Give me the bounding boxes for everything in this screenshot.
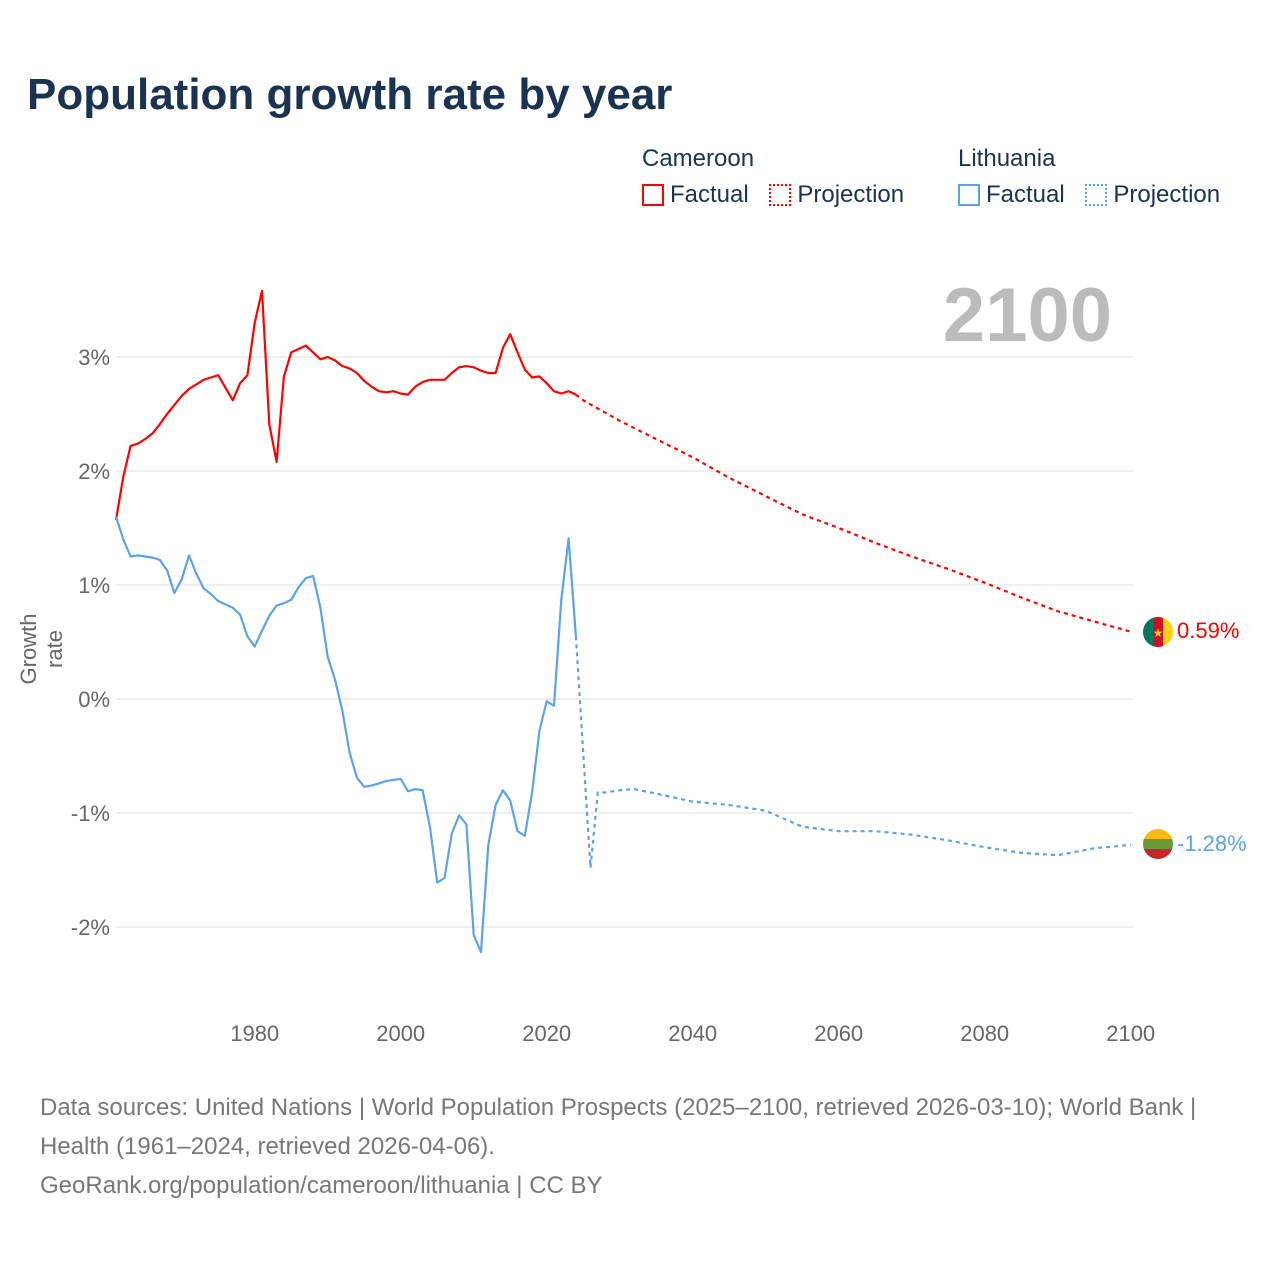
dotted-swatch-icon xyxy=(1085,184,1108,206)
data-sources: Data sources: United Nations | World Pop… xyxy=(40,1094,1197,1160)
lithuania-end-label: -1.28% xyxy=(1177,831,1247,856)
x-tick-label: 2020 xyxy=(522,1021,571,1046)
cameroon-flag-icon: ★ xyxy=(1143,617,1173,647)
legend-label: Factual xyxy=(670,181,749,208)
y-tick-label: 3% xyxy=(78,345,110,370)
y-tick-label: 0% xyxy=(78,687,110,712)
legend-label: Projection xyxy=(1113,181,1221,208)
current-year-label: 2100 xyxy=(942,273,1112,358)
solid-swatch-icon xyxy=(642,184,664,206)
lithuania-flag-icon xyxy=(1143,829,1173,859)
y-tick-label: 2% xyxy=(78,459,110,484)
x-tick-label: 2100 xyxy=(1106,1021,1155,1046)
chart-plot: 3% 2% 1% 0% -1% -2% 1980 2000 2020 2040 2060 2080 21… xyxy=(71,289,1173,1046)
x-tick-label: 2080 xyxy=(960,1021,1009,1046)
legend-lithuania-factual[interactable]: Factual xyxy=(958,181,1065,209)
lithuania-projection-line xyxy=(574,636,1131,868)
footer: Data sources: United Nations | World Pop… xyxy=(40,1088,1240,1205)
y-tick-label: -1% xyxy=(71,801,110,826)
y-tick-label: -2% xyxy=(71,915,110,940)
legend-label: Factual xyxy=(986,181,1065,208)
cameroon-end-label: 0.59% xyxy=(1177,618,1240,643)
x-tick-label: 2000 xyxy=(376,1021,425,1046)
solid-swatch-icon xyxy=(958,184,980,206)
dotted-swatch-icon xyxy=(769,184,792,206)
credit-link[interactable]: GeoRank.org/population/cameroon/lithuani… xyxy=(40,1172,603,1199)
legend-lithuania: Lithuania Factual Projection xyxy=(958,145,1234,213)
chart-title: Population growth rate by year xyxy=(27,70,673,119)
legend-label: Projection xyxy=(797,181,905,208)
legend-lithuania-projection[interactable]: Projection xyxy=(1085,181,1220,209)
legend-cameroon-factual[interactable]: Factual xyxy=(642,181,749,209)
y-tick-label: 1% xyxy=(78,573,110,598)
legend-group-name: Cameroon xyxy=(642,145,755,172)
x-tick-label: 2060 xyxy=(814,1021,863,1046)
legend-cameroon-projection[interactable]: Projection xyxy=(769,181,904,209)
x-tick-label: 1980 xyxy=(230,1021,279,1046)
legend-group-name: Lithuania xyxy=(958,145,1056,172)
x-tick-label: 2040 xyxy=(668,1021,717,1046)
cameroon-factual-line xyxy=(114,289,577,521)
cameroon-projection-line xyxy=(575,393,1131,633)
svg-text:★: ★ xyxy=(1153,626,1164,640)
lithuania-factual-line xyxy=(114,516,577,954)
legend-cameroon: Cameroon Factual Projection xyxy=(642,145,918,213)
